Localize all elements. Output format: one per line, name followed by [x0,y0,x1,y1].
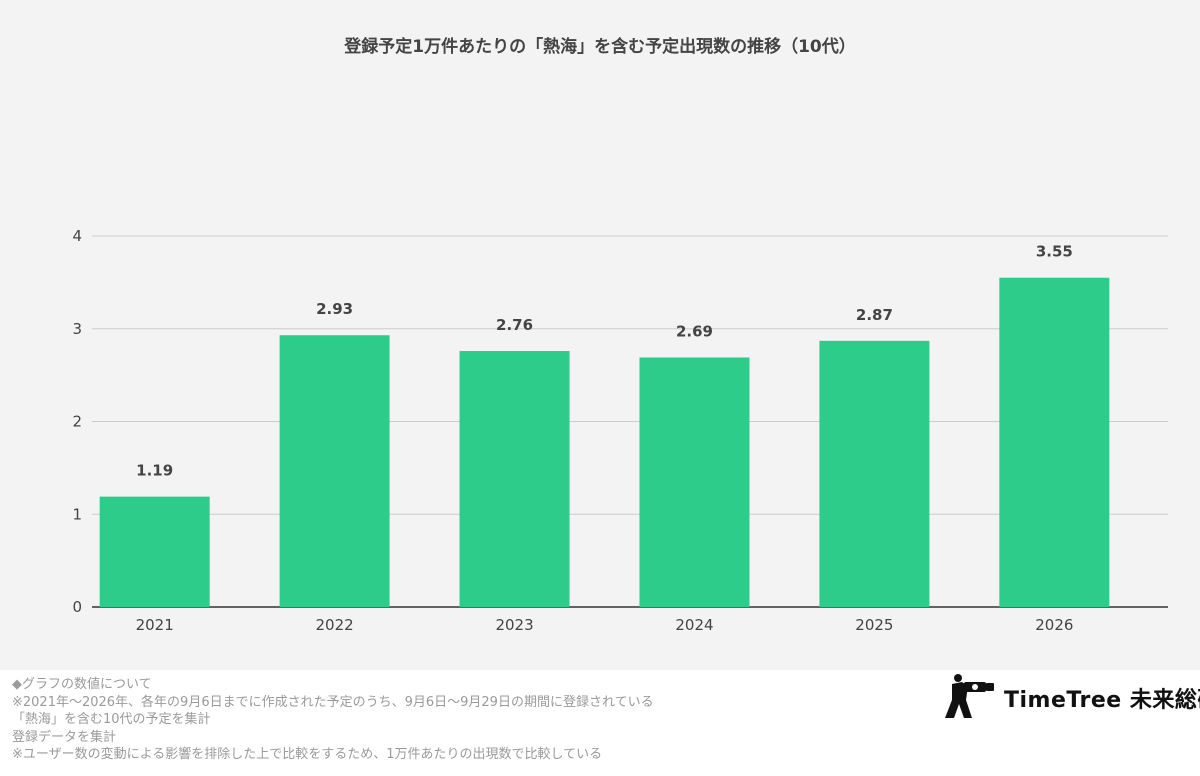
footer: ◆グラフの数値について ※2021年〜2026年、各年の9月6日までに作成された… [0,670,1200,776]
x-tick-label: 2024 [675,616,713,634]
y-tick-label: 4 [72,227,82,245]
bar [819,340,930,607]
x-tick-label: 2022 [316,616,354,634]
data-label: 1.19 [136,462,173,480]
x-tick-label: 2026 [1035,616,1073,634]
y-tick-label: 0 [72,598,82,616]
chart-title: 登録予定1万件あたりの「熱海」を含む予定出現数の推移（10代） [344,37,856,57]
y-tick-label: 3 [72,320,82,338]
x-tick-label: 2021 [136,616,174,634]
brand-name: TimeTree 未来総研 [1004,688,1200,713]
bar [99,496,210,607]
note-line: ※ユーザー数の変動による影響を排除した上で比較をするため、1万件あたりの出現数で… [12,747,603,763]
y-tick-label: 1 [72,505,82,523]
x-tick-label: 2023 [495,616,533,634]
note-line: 「熱海」を含む10代の予定を集計 [12,712,211,728]
bar-chart: 0 1 2 3 4 1.19 2021 2.93 2022 2.76 2023 2.69 2024 2.8… [72,227,1168,634]
note-line: 登録データを集計 [12,729,117,745]
note-line: ◆グラフの数値について [12,677,152,692]
data-label: 2.93 [316,300,353,318]
x-tick-label: 2025 [855,616,893,634]
chart-notes: ◆グラフの数値について ※2021年〜2026年、各年の9月6日までに作成された… [12,676,912,764]
note-line: ※2021年〜2026年、各年の9月6日までに作成された予定のうち、9月6日〜9… [12,694,654,710]
y-tick-label: 2 [72,413,82,431]
data-label: 2.76 [496,316,533,334]
data-label: 2.87 [856,306,893,324]
bar [999,277,1110,607]
bar [459,351,570,607]
bar [639,357,750,607]
photographer-silhouette-icon [945,674,994,718]
chart-panel: 登録予定1万件あたりの「熱海」を含む予定出現数の推移（10代） 0 1 2 3 4 1.1… [72,37,1168,634]
data-label: 3.55 [1036,243,1073,261]
brand: TimeTree 未来総研 [942,670,1200,720]
data-label: 2.69 [676,323,713,341]
bar [279,335,390,607]
